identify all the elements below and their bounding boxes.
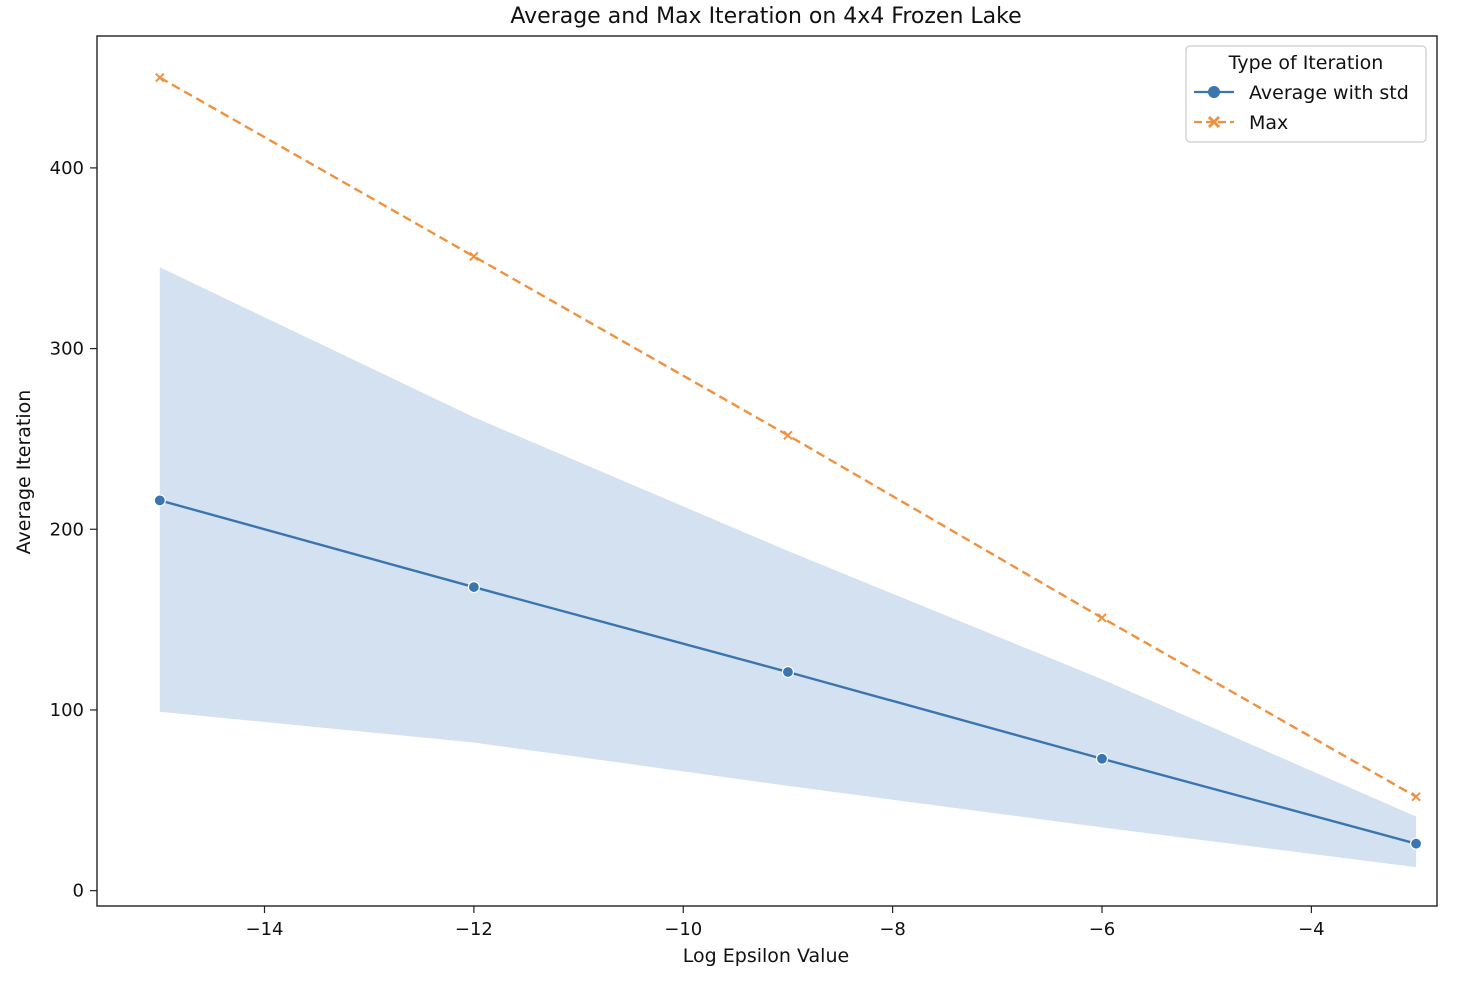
- point-max: [155, 72, 165, 83]
- x-tick-label: −4: [1298, 919, 1325, 940]
- point-max: [469, 251, 479, 262]
- point-max: [1097, 613, 1107, 623]
- point-average: [153, 494, 166, 507]
- y-tick-label: 400: [50, 158, 84, 179]
- x-axis: −14 −12 −10 −8 −6 −4: [246, 906, 1325, 940]
- point-max: [1411, 791, 1421, 802]
- std-band: [159, 267, 1417, 868]
- y-tick-label: 300: [50, 339, 84, 360]
- legend-title: Type of Iteration: [1228, 52, 1384, 74]
- x-tick-label: −10: [664, 919, 702, 940]
- y-axis-label: Average Iteration: [13, 390, 35, 555]
- x-tick-label: −8: [879, 919, 906, 940]
- point-average: [781, 665, 795, 679]
- point-average: [1095, 752, 1109, 765]
- point-average: [1409, 837, 1423, 850]
- plot-area: [153, 72, 1423, 868]
- y-tick-label: 0: [73, 881, 84, 902]
- x-axis-label: Log Epsilon Value: [683, 945, 849, 967]
- legend: Type of Iteration Average with std Max: [1185, 45, 1427, 143]
- legend-box: [1185, 45, 1427, 143]
- x-tick-label: −6: [1089, 919, 1116, 940]
- legend-marker-max: [1207, 115, 1221, 129]
- x-tick-label: −14: [246, 919, 284, 940]
- legend-label-average: Average with std: [1249, 82, 1409, 104]
- legend-label-max: Max: [1249, 112, 1288, 134]
- y-axis: 0 100 200 300 400: [50, 158, 97, 902]
- axes-frame: [96, 35, 1438, 907]
- legend-marker-average: [1208, 86, 1220, 98]
- y-tick-label: 200: [50, 519, 84, 540]
- chart-title: Average and Max Iteration on 4x4 Frozen …: [510, 4, 1021, 29]
- point-average: [467, 580, 480, 594]
- y-tick-label: 100: [50, 700, 84, 721]
- point-max: [783, 430, 793, 441]
- x-tick-label: −12: [455, 919, 493, 940]
